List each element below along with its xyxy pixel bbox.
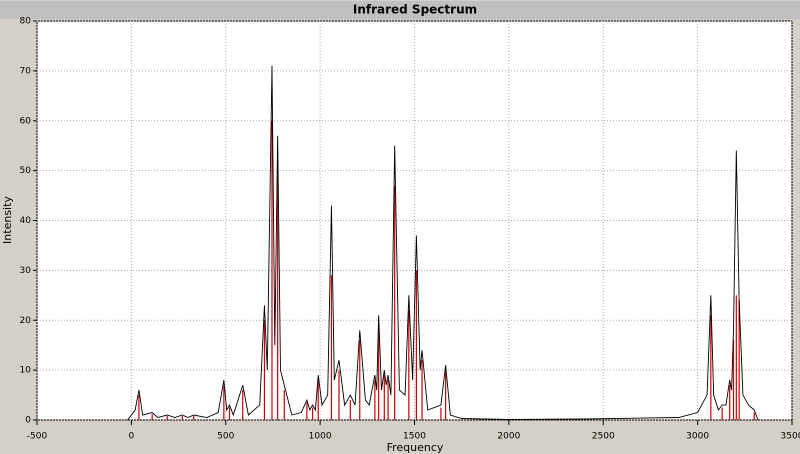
x-tick-label: 2500 — [592, 432, 615, 442]
y-tick-label: 70 — [20, 66, 32, 76]
title-bar — [0, 1, 800, 19]
y-tick-label: 30 — [20, 266, 32, 276]
x-tick-label: 500 — [217, 432, 234, 442]
x-tick-label: -500 — [27, 432, 48, 442]
x-tick-label: 1000 — [309, 432, 332, 442]
x-tick-label: 1500 — [403, 432, 426, 442]
y-axis-title: Intensity — [1, 196, 14, 244]
chart-title: Infrared Spectrum — [353, 3, 477, 17]
y-tick-label: 0 — [25, 416, 31, 426]
x-axis-title: Frequency — [387, 441, 444, 454]
x-tick-label: 3500 — [781, 432, 800, 442]
y-tick-label: 50 — [20, 166, 32, 176]
x-tick-label: 0 — [129, 432, 135, 442]
y-tick-label: 40 — [20, 216, 32, 226]
y-tick-label: 80 — [20, 17, 32, 27]
spectrum-curve — [127, 65, 759, 421]
x-tick-label: 3000 — [686, 432, 709, 442]
y-tick-label: 20 — [20, 316, 32, 326]
x-tick-label: 2000 — [497, 432, 520, 442]
y-tick-label: 60 — [20, 116, 32, 126]
y-tick-label: 10 — [20, 366, 32, 376]
